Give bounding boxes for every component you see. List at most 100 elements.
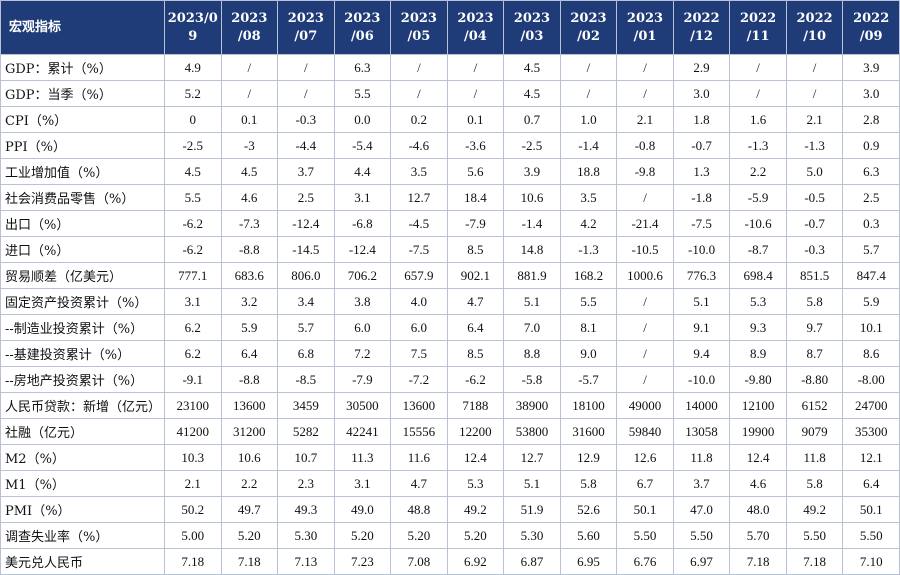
table-cell: -21.4	[616, 210, 674, 237]
table-cell: -5.4	[333, 132, 392, 159]
table-cell: 59840	[616, 418, 674, 445]
table-cell: /	[446, 80, 505, 107]
table-cell: /	[616, 340, 674, 367]
table-cell: 3.0	[842, 80, 900, 107]
header-indicator-label: 宏观指标	[0, 0, 165, 55]
table-cell: 5.5	[164, 184, 222, 211]
table-cell: 5.50	[842, 522, 900, 549]
table-cell: 51.9	[503, 496, 561, 523]
table-cell: 6.7	[616, 470, 674, 497]
table-cell: 2.1	[616, 106, 674, 133]
table-cell: 18.8	[559, 158, 618, 185]
table-cell: 6.2	[164, 340, 222, 367]
table-cell: 706.2	[333, 262, 392, 289]
table-cell: 2.5	[842, 184, 900, 211]
header-period-part: /11	[746, 28, 770, 44]
table-cell: 6152	[785, 392, 844, 419]
table-cell: -9.80	[729, 366, 787, 393]
header-period: 2022/11	[729, 0, 787, 55]
row-label: GDP：当季（%）	[0, 80, 165, 107]
table-cell: 8.6	[842, 340, 900, 367]
table-cell: 0	[164, 106, 222, 133]
table-cell: 1.8	[672, 106, 731, 133]
table-cell: 6.4	[842, 470, 900, 497]
table-cell: 3.1	[164, 288, 222, 315]
table-cell: 10.6	[503, 184, 561, 211]
table-cell: 13058	[672, 418, 731, 445]
table-cell: 5.1	[503, 288, 561, 315]
table-cell: 4.6	[220, 184, 279, 211]
table-cell: 13600	[220, 392, 279, 419]
table-cell: /	[616, 54, 674, 81]
table-cell: 2.1	[164, 470, 222, 497]
table-row: --制造业投资累计（%） 6.2 5.9 5.7 6.0 6.0 6.4 7.0 8.1/9.1…	[0, 314, 900, 341]
table-cell: -8.7	[729, 236, 787, 263]
table-row: 出口（%） -6.2 -7.3 -12.4 -6.8 -4.5 -7.9 -1.4 4.2 -21…	[0, 210, 900, 237]
table-cell: 24700	[842, 392, 900, 419]
table-cell: -6.2	[164, 210, 222, 237]
table-cell: 10.6	[220, 444, 279, 471]
table-cell: 12.6	[616, 444, 674, 471]
table-cell: 7.23	[333, 548, 392, 575]
table-cell: 12.1	[842, 444, 900, 471]
table-cell: 0.9	[842, 132, 900, 159]
table-cell: /	[220, 80, 279, 107]
table-cell: 13600	[390, 392, 448, 419]
table-cell: 5.60	[559, 522, 618, 549]
table-cell: /	[616, 80, 674, 107]
table-cell: -3.6	[446, 132, 505, 159]
table-cell: 7.2	[333, 340, 392, 367]
table-cell: 6.92	[446, 548, 505, 575]
row-label: 美元兑人民币	[0, 548, 165, 575]
table-cell: -7.5	[672, 210, 731, 237]
table-cell: 0.0	[333, 106, 392, 133]
table-row: 进口（%） -6.2 -8.8 -14.5 -12.4 -7.5 8.5 14.8 -1.3 -1…	[0, 236, 900, 263]
table-cell: 6.0	[390, 314, 448, 341]
header-period-part: 2023	[400, 10, 437, 26]
table-cell: -1.3	[559, 236, 618, 263]
table-cell: 5.7	[842, 236, 900, 263]
table-cell: 5.9	[220, 314, 279, 341]
table-cell: 10.1	[842, 314, 900, 341]
table-cell: 3.7	[672, 470, 731, 497]
table-cell: 9.3	[729, 314, 787, 341]
table-cell: -4.4	[277, 132, 335, 159]
table-cell: -8.80	[785, 366, 844, 393]
table-cell: 6.76	[616, 548, 674, 575]
header-period: 2023/03	[503, 0, 561, 55]
table-cell: 38900	[503, 392, 561, 419]
table-cell: 5.20	[220, 522, 279, 549]
table-cell: 2.1	[785, 106, 844, 133]
table-cell: 8.1	[559, 314, 618, 341]
table-cell: 4.9	[164, 54, 222, 81]
table-cell: 6.87	[503, 548, 561, 575]
table-cell: 10.7	[277, 444, 335, 471]
row-label: PMI（%）	[0, 496, 165, 523]
header-period-part: 9	[188, 28, 198, 44]
table-cell: 12.7	[503, 444, 561, 471]
table-cell: 8.5	[446, 340, 505, 367]
table-row: GDP：当季（%） 5.2//5.5//4.5//3.0//3.0	[0, 80, 900, 107]
table-cell: -3	[220, 132, 279, 159]
table-cell: -6.2	[446, 366, 505, 393]
table-cell: 11.3	[333, 444, 392, 471]
table-cell: -5.8	[503, 366, 561, 393]
table-row: 固定资产投资累计（%） 3.1 3.2 3.4 3.8 4.0 4.7 5.1 5.5/5.1 5…	[0, 288, 900, 315]
table-cell: 2.3	[277, 470, 335, 497]
table-row: 社会消费品零售（%） 5.5 4.6 2.5 3.1 12.7 18.4 10.6 3.5/-1…	[0, 184, 900, 211]
table-cell: -1.3	[785, 132, 844, 159]
table-cell: -8.00	[842, 366, 900, 393]
header-period-part: /06	[350, 28, 374, 44]
table-cell: 49.3	[277, 496, 335, 523]
table-cell: -2.5	[503, 132, 561, 159]
table-cell: 14000	[672, 392, 731, 419]
table-cell: -12.4	[333, 236, 392, 263]
table-cell: 3.0	[672, 80, 731, 107]
table-cell: 30500	[333, 392, 392, 419]
table-cell: 11.8	[785, 444, 844, 471]
table-cell: 6.4	[446, 314, 505, 341]
table-cell: -0.3	[277, 106, 335, 133]
header-period-part: 2023	[231, 10, 268, 26]
table-row: 美元兑人民币 7.18 7.18 7.13 7.23 7.08 6.92 6.87 6.95 6.…	[0, 548, 900, 575]
header-period-part: /12	[690, 28, 713, 44]
